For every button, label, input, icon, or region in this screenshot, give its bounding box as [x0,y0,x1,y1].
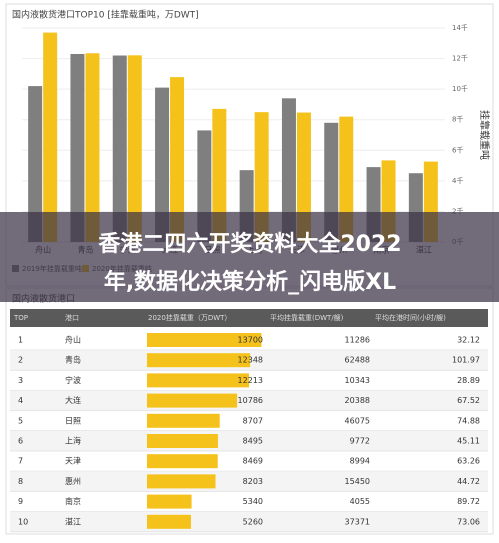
bar [85,53,100,242]
rank: 2 [18,356,23,365]
value: 8203 [243,477,263,486]
rank: 5 [18,416,23,425]
table-bar [147,474,216,489]
avg-time: 74.88 [457,416,480,425]
port: 宁波 [65,375,81,385]
avg-load: 37371 [345,517,370,526]
rank: 7 [18,457,23,466]
avg-time: 89.72 [457,497,480,506]
rank: 8 [18,477,23,486]
value: 8707 [243,416,263,425]
table-bar [147,373,250,388]
rank: 10 [18,517,28,526]
avg-time: 101.97 [452,356,480,365]
value: 12213 [238,376,263,385]
avg-load: 11286 [345,336,370,345]
table-bar [147,413,220,428]
bar [212,108,227,242]
bar [339,116,354,242]
port: 青岛 [65,355,81,365]
table-header: TOP [13,314,28,322]
table-bar [147,494,192,509]
rank: 6 [18,437,23,446]
avg-load: 20388 [345,396,370,405]
port: 南京 [65,496,81,506]
row-bg [10,471,488,492]
table-header: 2020挂靠载重（万DWT） [148,313,231,322]
avg-load: 62488 [345,356,370,365]
port: 惠州 [65,476,81,486]
avg-load: 10343 [345,376,370,385]
y-tick-label: 10千 [452,84,468,93]
avg-load: 46075 [345,416,370,425]
value: 12348 [238,356,263,365]
bar [70,53,85,242]
bar [281,98,296,242]
table-header-bg [10,309,488,327]
table-bar [147,434,218,448]
row-bg [10,431,488,451]
banner-text: 年,数据化决策分析_闪电版XL [104,269,396,295]
value: 8469 [243,457,263,466]
y-axis-title: 挂靠载重吨 [478,110,491,160]
value: 13700 [238,336,263,345]
port: 日照 [65,416,81,425]
table-bar [147,454,218,469]
value: 10786 [238,396,263,405]
avg-load: 8994 [350,457,370,466]
bar [112,55,127,243]
row-bg [10,390,488,411]
avg-load: 15450 [345,477,370,486]
banner-bg [0,212,499,302]
value: 5340 [243,497,263,506]
avg-time: 73.06 [457,517,480,526]
port: 大连 [65,395,81,405]
rank: 1 [18,336,23,345]
table-header: 平均挂靠载重(DWT/艘) [270,313,344,322]
value: 8495 [243,437,263,446]
table-header: 平均在港时间(小时/艘) [375,313,446,322]
chart-title: 国内液散货港口TOP10 [挂靠载重吨，万DWT] [12,9,199,21]
bar [127,55,142,243]
y-tick-label: 2千 [452,206,463,215]
port: 湛江 [65,517,81,526]
avg-load: 9772 [350,437,370,446]
avg-time: 32.12 [457,336,480,345]
bar [254,112,269,242]
y-tick-label: 4千 [452,176,463,185]
avg-time: 67.52 [457,396,480,405]
value: 5260 [243,517,263,526]
y-tick-label: 12千 [452,54,468,63]
port: 舟山 [65,335,81,345]
bar [28,86,43,242]
table-bar [147,514,191,529]
avg-time: 44.72 [457,477,480,486]
port: 上海 [65,436,81,446]
bar [43,32,58,243]
avg-time: 63.26 [457,457,480,466]
bar [170,77,185,242]
table-bar [147,393,238,408]
y-tick-label: 8千 [452,115,463,124]
y-tick-label: 6千 [452,145,463,154]
table-bar [147,353,251,368]
bar [155,87,170,242]
row-bg [10,511,488,532]
bar [296,112,311,242]
port: 天津 [65,456,81,466]
avg-time: 45.11 [457,437,480,446]
table-header: 港口 [65,313,79,322]
rank: 4 [18,396,23,405]
avg-time: 28.89 [457,376,480,385]
y-tick-label: 14千 [452,23,468,32]
rank: 3 [18,376,23,385]
banner-text: 香港二四六开奖资料大全2022 [98,231,401,257]
table-bar [147,333,262,347]
avg-load: 4055 [350,497,370,506]
rank: 9 [18,497,23,506]
